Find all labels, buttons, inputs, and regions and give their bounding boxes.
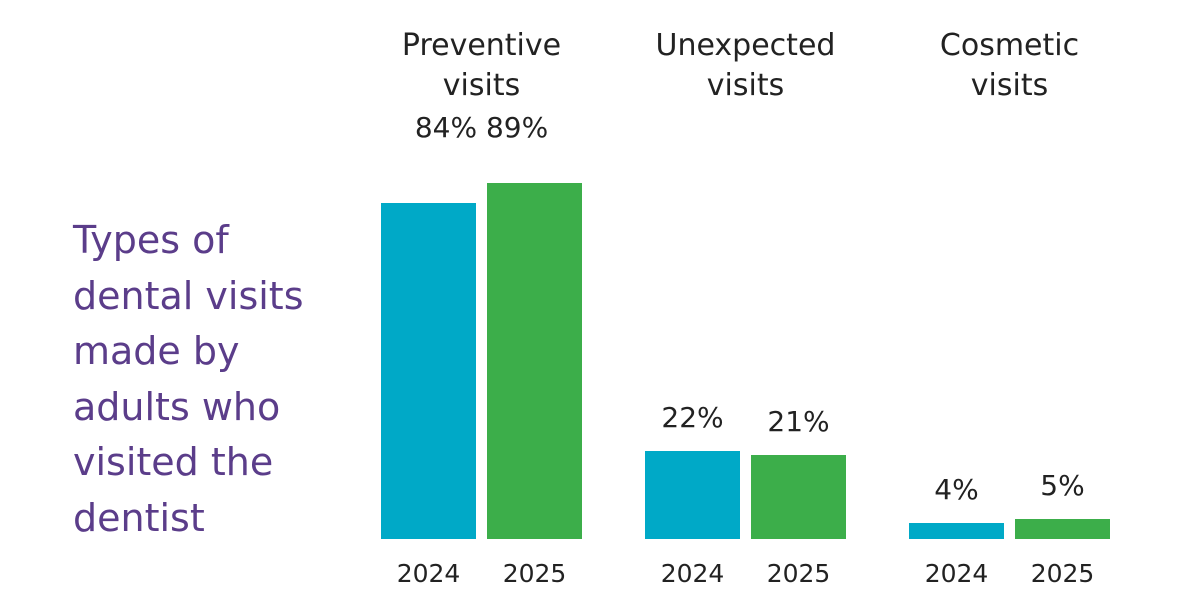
tick-label-cosmetic-visits-2025: 2025 <box>1031 559 1095 588</box>
category-label-cosmetic-visits: Cosmetic visits <box>940 28 1079 103</box>
tick-label-unexpected-visits-2025: 2025 <box>767 559 831 588</box>
value-label-unexpected-visits-2024: 22% <box>661 401 723 434</box>
bars-layer <box>381 183 1110 539</box>
value-label-unexpected-visits-2025: 21% <box>767 405 829 438</box>
category-label-unexpected-visits: Unexpected visits <box>656 28 836 103</box>
tick-label-unexpected-visits-2024: 2024 <box>661 559 725 588</box>
bar-unexpected-visits-2024 <box>645 451 740 539</box>
value-label-cosmetic-visits-2024: 4% <box>934 473 978 506</box>
labels-layer: 2024 2025 Preventive visits 84% 89% 2024 2025 U… <box>397 28 1095 588</box>
bar-preventive-visits-2025 <box>487 183 582 539</box>
value-label-cosmetic-visits-2025: 5% <box>1040 469 1084 502</box>
bar-unexpected-visits-2025 <box>751 455 846 539</box>
bar-cosmetic-visits-2024 <box>909 523 1004 539</box>
bar-cosmetic-visits-2025 <box>1015 519 1110 539</box>
tick-label-cosmetic-visits-2024: 2024 <box>925 559 989 588</box>
category-label-preventive-visits: Preventive visits <box>402 28 561 103</box>
tick-label-preventive-visits-2024: 2024 <box>397 559 461 588</box>
tick-label-preventive-visits-2025: 2025 <box>503 559 567 588</box>
value-labels-preventive-visits: 84% 89% <box>415 111 548 144</box>
chart-title: Types of dental visits made by adults wh… <box>73 218 304 540</box>
bar-preventive-visits-2024 <box>381 203 476 539</box>
